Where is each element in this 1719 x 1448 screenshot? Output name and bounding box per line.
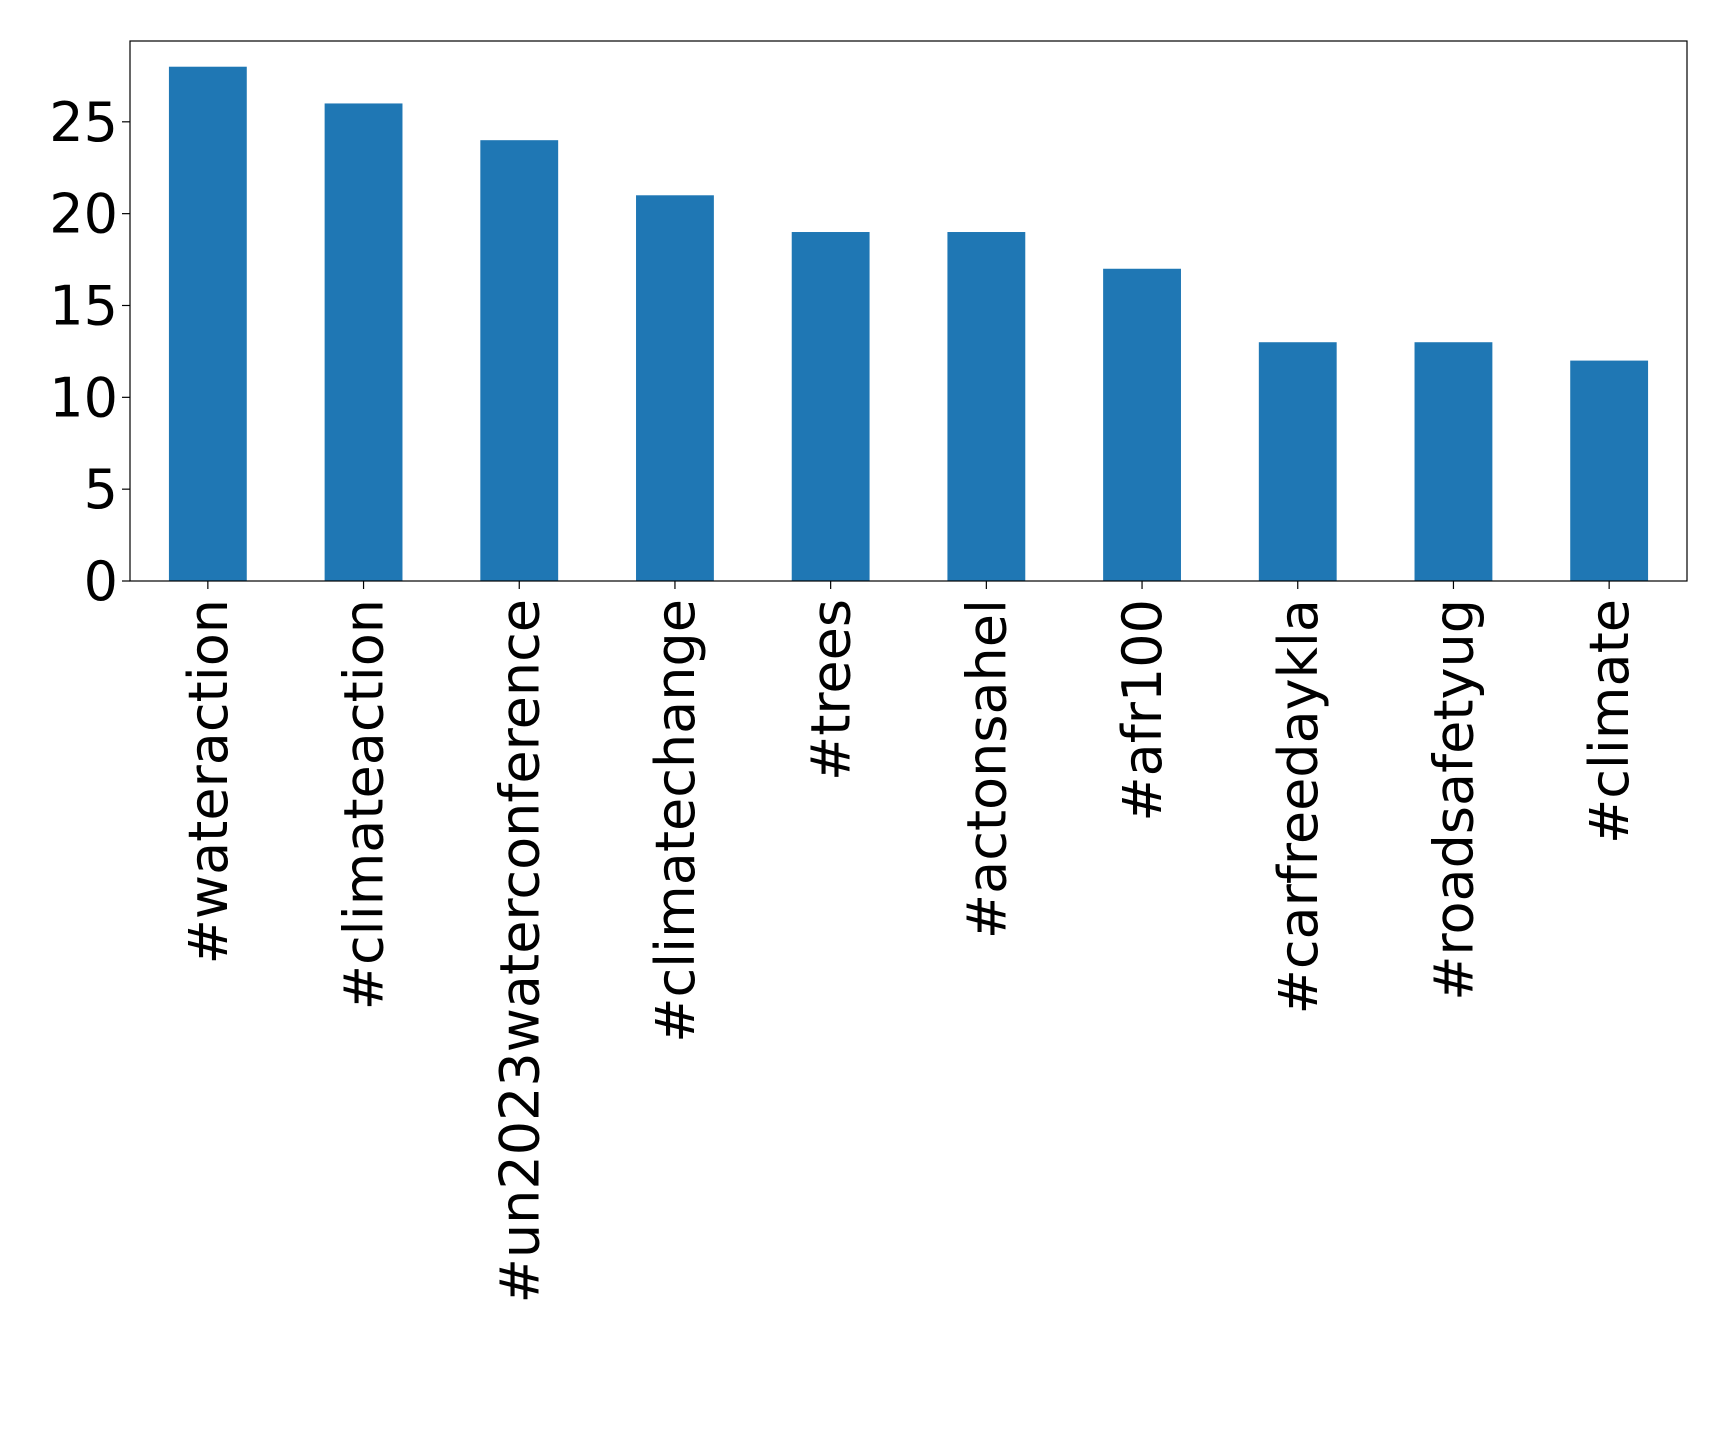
x-tick-label: #climatechange: [644, 599, 707, 1043]
bar: [1258, 342, 1337, 581]
bar: [480, 140, 559, 582]
x-tick-label: #un2023waterconference: [488, 599, 551, 1303]
bar: [791, 232, 870, 582]
bar: [947, 232, 1026, 582]
y-tick-label: 20: [49, 183, 118, 246]
x-tick-label: #trees: [800, 599, 863, 781]
y-tick-label: 10: [49, 366, 118, 429]
y-tick-label: 15: [49, 274, 118, 337]
x-tick-label: #wateraction: [177, 599, 240, 964]
y-tick-label: 5: [84, 458, 118, 521]
bar: [1414, 342, 1493, 581]
bar: [1570, 360, 1649, 581]
plot-frame: [129, 40, 1688, 582]
x-tick-label: #climate: [1578, 599, 1641, 844]
bar: [324, 103, 403, 582]
x-tick-label: #actonsahel: [955, 599, 1018, 939]
bar: [168, 66, 247, 581]
x-tick-label: #roadsafetyug: [1422, 599, 1485, 1001]
y-tick-label: 25: [49, 91, 118, 154]
bar: [1103, 268, 1181, 581]
x-tick-label: #carfreedaykla: [1267, 599, 1330, 1014]
y-tick-label: 0: [84, 550, 118, 613]
x-tick-label: #afr100: [1111, 599, 1174, 822]
x-tick-label: #climateaction: [333, 599, 396, 1010]
bar: [636, 195, 714, 582]
